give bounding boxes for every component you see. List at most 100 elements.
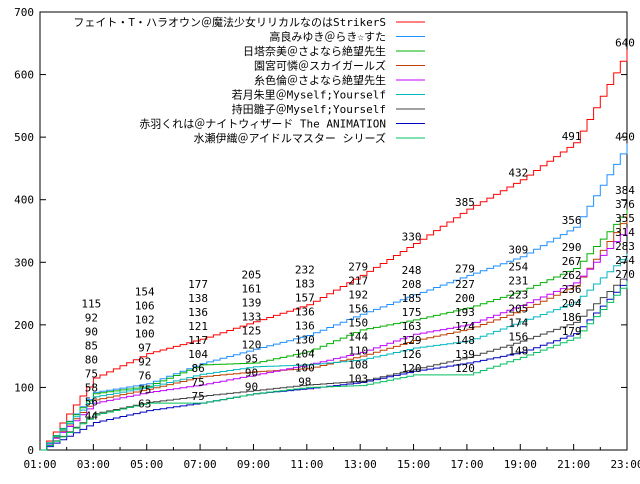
data-label: 262 [562,269,582,282]
data-label: 126 [402,348,422,361]
data-label: 56 [85,396,98,409]
data-label: 138 [188,292,208,305]
data-label: 314 [615,226,635,239]
data-label: 133 [242,311,262,324]
data-label: 75 [191,376,204,389]
data-label: 100 [135,328,155,341]
y-tick-label: 200 [14,319,34,332]
legend-label: フェイト・T・ハラオウン＠魔法少女リリカルなのはStrikerS [73,15,386,29]
legend-label: 日塔奈美＠さよなら絶望先生 [243,44,386,58]
y-tick-label: 100 [14,381,34,394]
data-label: 179 [562,325,582,338]
y-tick-label: 500 [14,131,34,144]
data-label: 355 [615,212,635,225]
x-tick-label: 15:00 [397,458,430,471]
axes: 0 100 200 300 400 500 600 700 01:00 03:00 05:00 07:… [14,6,640,471]
data-labels: 115 154 177 205 232 279 330 385 432 491 640 92 106 13… [81,37,635,423]
data-label: 223 [508,288,528,301]
data-label: 136 [188,306,208,319]
series-line [40,227,628,451]
data-label: 186 [562,311,582,324]
series-line [40,253,628,451]
data-label: 385 [455,196,475,209]
data-label: 106 [135,300,155,313]
data-label: 95 [245,353,258,366]
data-label: 290 [562,241,582,254]
data-label: 490 [615,130,635,143]
legend-label: 若月朱里＠Myself;Yourself [232,89,386,102]
data-label: 120 [402,362,422,375]
data-label: 309 [508,244,528,257]
data-label: 130 [295,334,315,347]
x-tick-label: 13:00 [344,458,377,471]
legend-label: 持田雛子＠Myself;Yourself [232,102,386,116]
data-label: 236 [562,283,582,296]
x-tick-label: 19:00 [504,458,537,471]
data-label: 356 [562,214,582,227]
data-label: 90 [85,326,98,339]
data-label: 63 [138,398,151,411]
data-label: 100 [295,362,315,375]
legend-label: 園宮可憐＠スカイガールズ [254,59,386,73]
data-label: 279 [455,262,475,275]
x-tick-label: 17:00 [450,458,483,471]
data-label: 205 [508,302,528,315]
data-label: 283 [615,240,635,253]
data-label: 174 [508,316,528,329]
data-label: 110 [348,345,368,358]
data-label: 80 [85,354,98,367]
data-label: 330 [402,231,422,244]
x-tick-label: 09:00 [237,458,270,471]
data-label: 200 [455,292,475,305]
data-label: 44 [85,410,99,423]
data-label: 205 [242,269,262,282]
data-label: 104 [295,348,315,361]
x-tick-label: 05:00 [130,458,163,471]
data-label: 136 [295,320,315,333]
data-label: 97 [138,342,151,355]
data-label: 120 [242,339,262,352]
data-label: 175 [402,306,422,319]
series-lines [40,49,628,451]
data-label: 491 [562,130,582,143]
x-tick-label: 01:00 [23,458,56,471]
data-label: 85 [85,340,98,353]
data-label: 384 [615,184,635,197]
data-label: 163 [402,320,422,333]
data-label: 139 [455,348,475,361]
y-tick-label: 0 [27,444,34,457]
data-label: 120 [455,362,475,375]
data-label: 227 [455,278,475,291]
y-tick-label: 300 [14,256,34,269]
data-label: 104 [188,348,208,361]
y-tick-label: 700 [14,6,34,19]
x-tick-label: 07:00 [184,458,217,471]
data-label: 117 [188,334,208,347]
data-label: 254 [508,260,528,273]
data-label: 174 [455,320,475,333]
data-label: 270 [615,268,635,281]
series-line [40,49,628,451]
x-tick-label: 23:00 [610,458,640,471]
legend-label: 高良みゆき＠らき☆すた [269,30,386,44]
x-tick-label: 21:00 [557,458,590,471]
data-label: 432 [508,167,528,180]
data-label: 157 [295,292,315,305]
legend-label: 水瀬伊織＠アイドルマスター シリーズ [193,131,386,145]
data-label: 136 [295,306,315,319]
data-label: 193 [455,306,475,319]
data-label: 156 [508,330,528,343]
series-line [40,278,628,451]
data-label: 139 [242,297,262,310]
data-label: 177 [188,278,208,291]
x-tick-label: 03:00 [77,458,110,471]
data-label: 148 [455,334,475,347]
data-label: 125 [242,325,262,338]
data-label: 183 [295,278,315,291]
data-label: 121 [188,320,208,333]
data-label: 376 [615,198,635,211]
data-label: 129 [402,334,422,347]
data-label: 108 [348,359,368,372]
legend-label: 赤羽くれは＠ナイトウィザード The ANIMATION [139,118,386,131]
